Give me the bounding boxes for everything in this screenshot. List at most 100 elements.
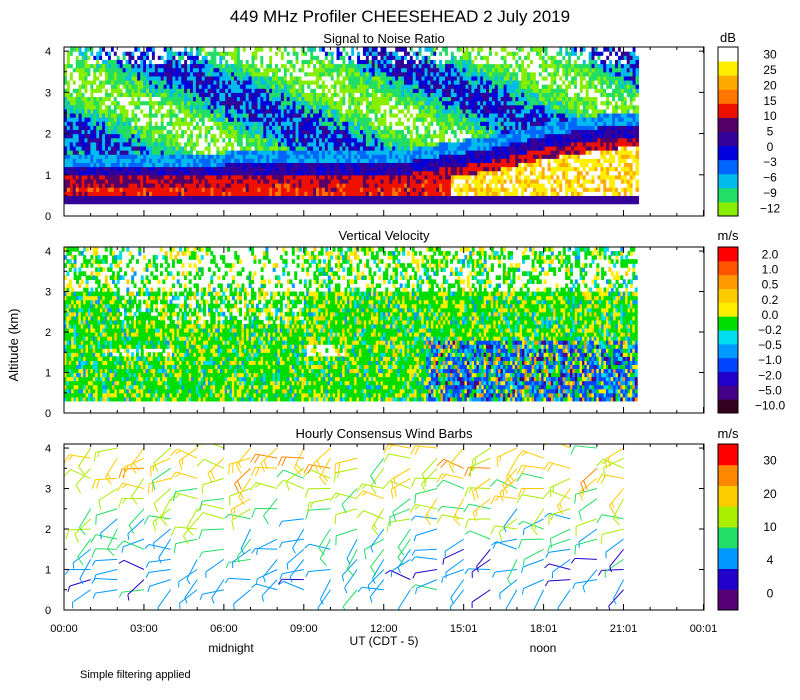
- snr-cell: [348, 145, 352, 151]
- snr-cell: [125, 125, 130, 131]
- snr-cell: [146, 121, 150, 126]
- snr-cell: [280, 67, 285, 73]
- snr-cell: [84, 129, 89, 135]
- snr-cell: [204, 121, 209, 126]
- snr-cell: [75, 191, 80, 196]
- snr-cell: [289, 137, 294, 143]
- snr-cell: [169, 84, 174, 89]
- snr-cell: [421, 183, 426, 188]
- snr-cell: [216, 96, 220, 102]
- snr-cell: [198, 150, 203, 155]
- snr-cell: [134, 158, 138, 164]
- snr-cell: [66, 154, 71, 159]
- snr-cell: [84, 51, 89, 56]
- snr-cell: [78, 121, 83, 126]
- snr-cell: [380, 47, 385, 52]
- snr-cell: [330, 154, 335, 159]
- snr-cell: [318, 112, 323, 118]
- snr-cell: [72, 100, 77, 106]
- snr-cell: [122, 187, 127, 192]
- snr-cell: [307, 150, 311, 155]
- snr-cell: [84, 125, 89, 131]
- snr-cell: [406, 170, 411, 176]
- snr-cell: [110, 59, 115, 65]
- snr-cell: [102, 104, 106, 110]
- snr-cell: [151, 125, 156, 131]
- snr-cell: [395, 191, 399, 196]
- snr-cell: [122, 88, 127, 93]
- snr-cell: [280, 195, 285, 201]
- snr-cell: [122, 158, 127, 164]
- snr-cell: [131, 145, 135, 151]
- snr-cell: [316, 96, 320, 102]
- snr-cell: [242, 187, 247, 192]
- snr-cell: [277, 162, 282, 168]
- snr-cell: [424, 178, 429, 184]
- snr-cell: [204, 75, 209, 81]
- snr-cell: [251, 137, 256, 143]
- snr-cell: [415, 129, 420, 135]
- snr-cell: [166, 154, 171, 159]
- snr-cell: [424, 84, 429, 89]
- snr-cell: [301, 100, 305, 106]
- snr-cell: [213, 100, 218, 106]
- snr-cell: [245, 92, 250, 98]
- snr-cell: [380, 150, 385, 155]
- snr-cell: [93, 162, 97, 168]
- snr-cell: [248, 59, 253, 65]
- snr-cell: [395, 129, 399, 135]
- snr-cell: [280, 104, 285, 110]
- snr-cell: [254, 187, 259, 192]
- snr-cell: [204, 166, 209, 172]
- snr-cell: [445, 129, 449, 135]
- snr-cell: [166, 174, 171, 180]
- snr-cell: [125, 55, 130, 60]
- snr-cell: [421, 96, 426, 102]
- snr-cell: [195, 67, 200, 73]
- snr-cell: [184, 55, 188, 60]
- snr-cell: [360, 158, 364, 164]
- snr-cell: [213, 162, 218, 168]
- snr-cell: [351, 199, 355, 205]
- snr-cell: [362, 59, 367, 65]
- snr-cell: [324, 121, 329, 126]
- snr-cell: [187, 92, 191, 98]
- snr-cell: [116, 55, 121, 60]
- snr-cell: [439, 170, 443, 176]
- snr-cell: [386, 88, 390, 93]
- snr-cell: [439, 199, 443, 205]
- snr-cell: [348, 63, 352, 69]
- snr-cell: [242, 145, 247, 151]
- snr-cell: [433, 104, 437, 110]
- snr-cell: [260, 125, 264, 131]
- snr-cell: [110, 108, 115, 114]
- snr-cell: [348, 84, 352, 89]
- snr-cell: [213, 108, 218, 114]
- snr-cell: [113, 59, 118, 65]
- snr-cell: [427, 174, 431, 180]
- snr-cell: [175, 71, 179, 77]
- snr-cell: [105, 55, 109, 60]
- snr-cell: [157, 55, 162, 60]
- snr-cell: [222, 96, 226, 102]
- snr-cell: [75, 133, 80, 139]
- snr-cell: [207, 55, 212, 60]
- snr-cell: [207, 183, 212, 188]
- snr-cell: [192, 195, 197, 201]
- snr-cell: [157, 51, 162, 56]
- snr-cell: [207, 100, 212, 106]
- snr-cell: [386, 117, 390, 122]
- snr-cell: [307, 112, 311, 118]
- snr-cell: [178, 100, 182, 106]
- snr-cell: [187, 84, 191, 89]
- snr-cell: [260, 129, 264, 135]
- snr-cell: [442, 67, 446, 73]
- snr-cell: [275, 125, 279, 131]
- snr-cell: [421, 63, 426, 69]
- snr-cell: [113, 104, 118, 110]
- snr-cell: [345, 137, 349, 143]
- snr-cell: [321, 154, 326, 159]
- snr-cell: [333, 141, 338, 147]
- snr-cell: [151, 59, 156, 65]
- snr-cell: [286, 100, 291, 106]
